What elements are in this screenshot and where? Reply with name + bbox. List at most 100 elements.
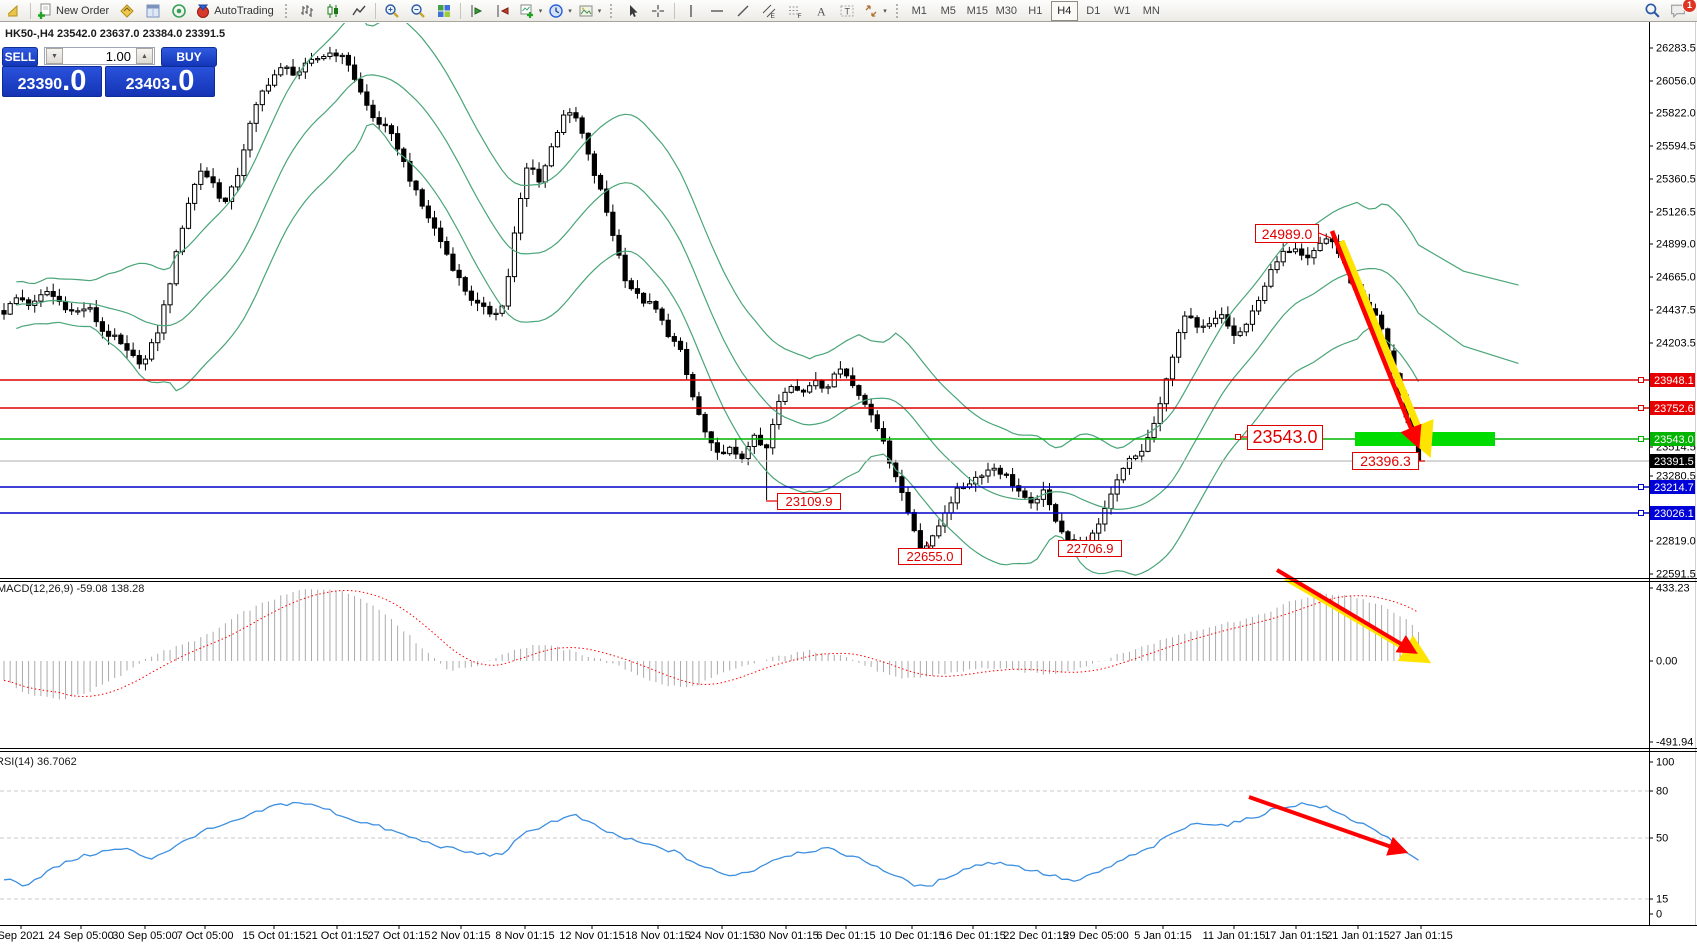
axis-tick-label: 15 — [1656, 894, 1668, 906]
bar-chart-icon[interactable] — [294, 0, 320, 22]
price-annotation-23543.0[interactable]: 23543.0 — [1247, 425, 1323, 450]
ask-price-big-digit: .0 — [170, 65, 195, 97]
dropdown-arrow-icon[interactable]: ▾ — [568, 7, 572, 15]
volume-value[interactable]: 1.00 — [105, 48, 131, 64]
sell-button[interactable]: SELL — [2, 47, 38, 67]
trend-arrows[interactable] — [1248, 230, 1434, 856]
zoom-out-icon[interactable] — [405, 0, 431, 22]
price-tag — [1650, 432, 1695, 446]
time-axis-label: 6 Dec 01:15 — [816, 930, 875, 942]
timeframe-button-h1[interactable]: H1 — [1028, 4, 1043, 17]
svg-text:E: E — [771, 13, 776, 19]
dropdown-arrow-icon[interactable]: ▾ — [597, 7, 602, 15]
channel-icon[interactable]: E — [756, 0, 782, 22]
red-trend-arrow[interactable] — [1248, 795, 1409, 856]
timeframe-button-d1[interactable]: D1 — [1086, 4, 1101, 17]
toolbar-drag-handle[interactable] — [895, 3, 901, 18]
toolbar-separator — [30, 2, 31, 19]
toolbar-drag-handle[interactable] — [284, 3, 290, 18]
annotation-connector — [926, 541, 931, 549]
timeframe-button-m15[interactable]: M15 — [966, 4, 988, 17]
buy-button[interactable]: BUY — [161, 47, 217, 67]
notifications-button[interactable]: 1 — [1665, 0, 1697, 22]
candlestick-chart-icon[interactable] — [320, 0, 346, 22]
periods-icon[interactable]: ▾ — [545, 0, 575, 22]
tile-windows-icon[interactable] — [431, 0, 457, 22]
crosshair-icon[interactable] — [645, 0, 671, 22]
timeframe-button-m5[interactable]: M5 — [940, 4, 956, 17]
line-selection-handle[interactable] — [1235, 434, 1241, 440]
timeframe-button-w1[interactable]: W1 — [1114, 4, 1131, 17]
time-axis-label: 10 Dec 01:15 — [879, 930, 944, 942]
timeframe-button-m30[interactable]: M30 — [995, 4, 1017, 17]
yellow-trend-arrow[interactable] — [1337, 239, 1434, 459]
price-annotation-23396.3[interactable]: 23396.3 — [1352, 452, 1419, 470]
fibonacci-icon[interactable]: F — [782, 0, 808, 22]
volume-stepper[interactable]: ▼ 1.00 ▲ — [44, 47, 155, 65]
time-axis-label: 18 Nov 01:15 — [625, 930, 690, 942]
horizontal-line-icon[interactable] — [704, 0, 730, 22]
price-annotation-23109.9[interactable]: 23109.9 — [777, 493, 841, 510]
line-selection-handle[interactable] — [1638, 436, 1644, 442]
trendline-icon[interactable] — [730, 0, 756, 22]
one-click-trading-panel: SELL ▼ 1.00 ▲ BUY 23390 .0 23403 .0 — [2, 46, 217, 98]
toolbar-separator — [374, 2, 376, 19]
symbol-ohlc-header: HK50-,H4 23542.0 23637.0 23384.0 23391.5 — [5, 28, 226, 40]
search-button[interactable] — [1639, 0, 1665, 22]
price-annotation-22706.9[interactable]: 22706.9 — [1058, 540, 1122, 557]
time-axis-label: Sep 2021 — [0, 930, 45, 942]
macd-indicator-label: MACD(12,26,9) -59.08 138.28 — [0, 583, 145, 595]
arrows-icon[interactable]: ▾ — [860, 0, 890, 22]
cursor-icon[interactable] — [619, 0, 645, 22]
vertical-line-icon[interactable] — [678, 0, 704, 22]
auto-scroll-icon[interactable] — [490, 0, 516, 22]
axis-tick-label: 24899.0 — [1656, 239, 1696, 251]
bid-price-box[interactable]: 23390 .0 — [2, 66, 102, 97]
chart-shift-icon[interactable] — [464, 0, 490, 22]
volume-increase-button[interactable]: ▲ — [136, 48, 153, 64]
svg-text:A: A — [817, 4, 826, 18]
red-trend-arrow[interactable] — [1329, 230, 1422, 449]
line-selection-handle[interactable] — [1638, 377, 1644, 383]
zoom-in-icon[interactable] — [379, 0, 405, 22]
dropdown-arrow-icon[interactable]: ▾ — [883, 7, 887, 15]
new-chart-icon[interactable]: ▾ — [516, 0, 546, 22]
text-label-icon[interactable]: T — [834, 0, 860, 22]
price-tag-label: 23214.7 — [1654, 482, 1694, 494]
templates-icon[interactable]: ▾ — [575, 0, 605, 22]
price-tag-label: 23543.0 — [1654, 434, 1694, 446]
timeframe-button-h4[interactable]: H4 — [1050, 0, 1078, 21]
clipped-icon[interactable] — [1, 0, 27, 22]
time-axis-label: 30 Nov 01:15 — [753, 930, 818, 942]
line-selection-handle[interactable] — [1638, 510, 1644, 516]
dropdown-arrow-icon[interactable]: ▾ — [538, 7, 543, 15]
timeframe-button-m1[interactable]: M1 — [911, 4, 927, 17]
volume-decrease-button[interactable]: ▼ — [46, 48, 63, 64]
axis-tick-label: 22819.0 — [1656, 536, 1696, 548]
time-axis-label: 15 Oct 01:15 — [243, 930, 306, 942]
svg-text:F: F — [798, 13, 802, 19]
line-selection-handle[interactable] — [1638, 484, 1644, 490]
time-axis-label: 30 Sep 05:00 — [112, 930, 177, 942]
toolbar-drag-handle[interactable] — [610, 3, 615, 18]
text-icon[interactable]: A — [808, 0, 834, 22]
panel-separators[interactable] — [0, 578, 1697, 926]
ask-price-box[interactable]: 23403 .0 — [105, 66, 215, 97]
market-watch-icon[interactable] — [114, 0, 140, 22]
autotrading-button[interactable]: AutoTrading — [192, 0, 279, 22]
line-chart-icon[interactable] — [346, 0, 372, 22]
new-order-button[interactable]: New Order — [34, 0, 114, 22]
time-axis-label: 24 Nov 01:15 — [689, 930, 754, 942]
time-axis-label: 29 Dec 05:00 — [1063, 930, 1128, 942]
red-trend-arrow[interactable] — [1275, 568, 1418, 654]
price-annotation-22655.0[interactable]: 22655.0 — [898, 548, 962, 565]
navigator-icon[interactable] — [166, 0, 192, 22]
time-axis-label: 17 Jan 01:15 — [1264, 930, 1328, 942]
timeframe-button-mn[interactable]: MN — [1142, 4, 1160, 17]
data-window-icon[interactable] — [140, 0, 166, 22]
time-axis-label: 27 Jan 01:15 — [1389, 930, 1453, 942]
price-annotation-24989.0[interactable]: 24989.0 — [1255, 224, 1319, 243]
line-selection-handle[interactable] — [1638, 405, 1644, 411]
